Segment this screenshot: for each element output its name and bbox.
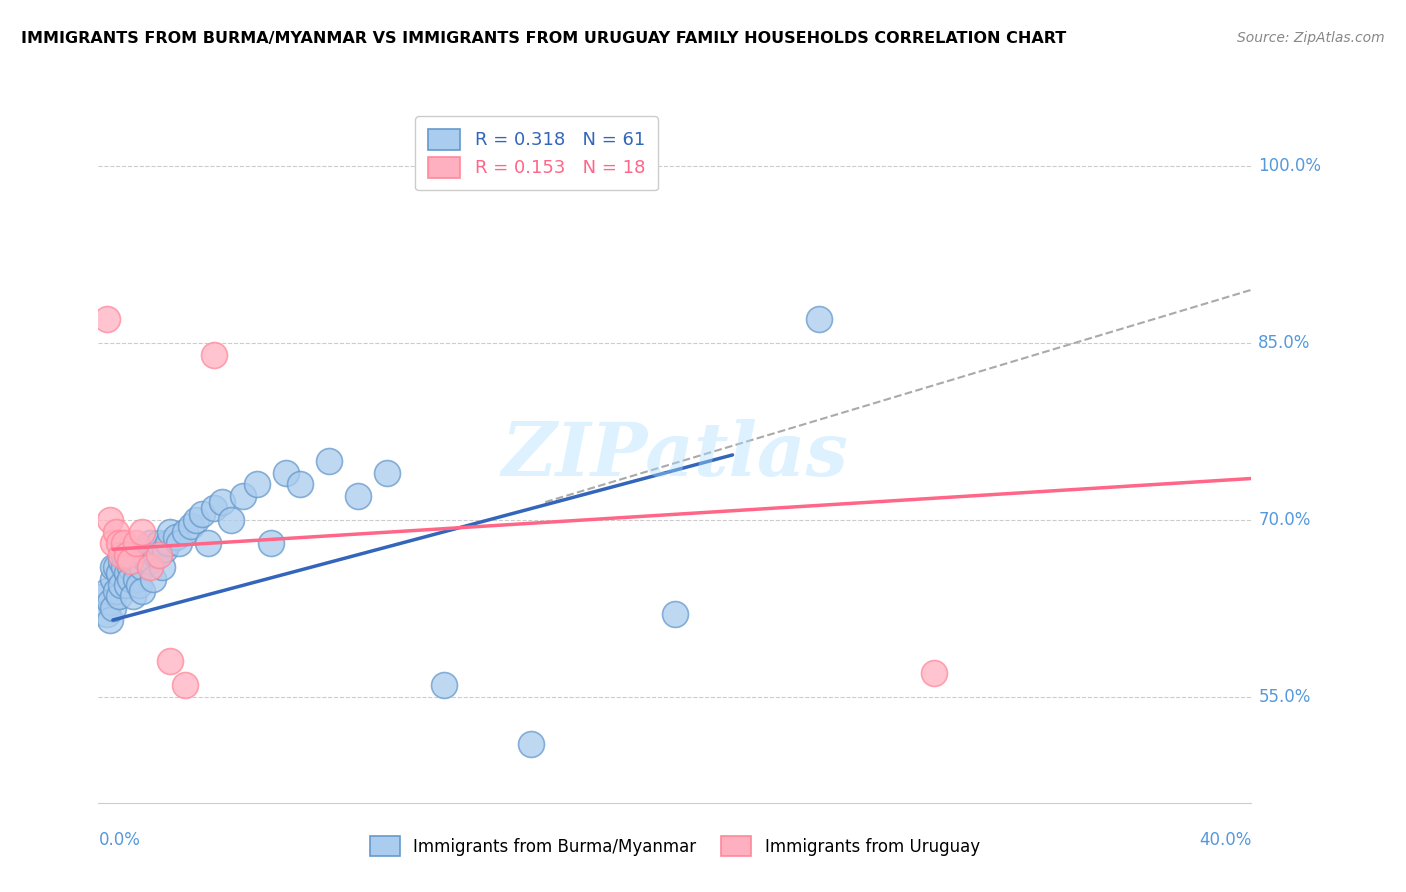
Text: 40.0%: 40.0% — [1199, 830, 1251, 848]
Point — [260, 536, 283, 550]
Point — [139, 554, 162, 568]
Point — [107, 536, 129, 550]
Point — [180, 518, 202, 533]
Point — [134, 548, 156, 562]
Text: 85.0%: 85.0% — [1258, 334, 1310, 351]
Point — [101, 572, 124, 586]
Text: 55.0%: 55.0% — [1258, 688, 1310, 706]
Point — [104, 560, 127, 574]
Point — [202, 500, 225, 515]
Point — [156, 536, 179, 550]
Point — [98, 595, 121, 609]
Point — [107, 566, 129, 580]
Point — [274, 466, 297, 480]
Point — [104, 524, 127, 539]
Point — [98, 513, 121, 527]
Point — [131, 583, 153, 598]
Point — [148, 536, 170, 550]
Point — [110, 577, 132, 591]
Point — [125, 572, 148, 586]
Point — [117, 566, 138, 580]
Point — [197, 536, 219, 550]
Point — [174, 678, 197, 692]
Text: Source: ZipAtlas.com: Source: ZipAtlas.com — [1237, 31, 1385, 45]
Point — [231, 489, 254, 503]
Point — [101, 601, 124, 615]
Text: ZIPatlas: ZIPatlas — [502, 418, 848, 491]
Text: IMMIGRANTS FROM BURMA/MYANMAR VS IMMIGRANTS FROM URUGUAY FAMILY HOUSEHOLDS CORRE: IMMIGRANTS FROM BURMA/MYANMAR VS IMMIGRA… — [21, 31, 1066, 46]
Point — [117, 577, 138, 591]
Point — [112, 536, 135, 550]
Point — [174, 524, 197, 539]
Point — [346, 489, 368, 503]
Point — [191, 507, 214, 521]
Point — [112, 548, 135, 562]
Point — [117, 548, 138, 562]
Point — [96, 583, 118, 598]
Point — [110, 554, 132, 568]
Point — [93, 590, 115, 604]
Point — [219, 513, 242, 527]
Point — [807, 312, 830, 326]
Text: 0.0%: 0.0% — [98, 830, 141, 848]
Point — [153, 542, 176, 557]
Point — [112, 560, 135, 574]
Point — [96, 312, 118, 326]
Point — [148, 548, 170, 562]
Point — [96, 607, 118, 621]
Point — [120, 560, 142, 574]
Point — [98, 613, 121, 627]
Point — [117, 548, 138, 562]
Point — [159, 524, 181, 539]
Point — [290, 477, 312, 491]
Point — [139, 536, 162, 550]
Point — [167, 536, 190, 550]
Point — [159, 654, 181, 668]
Point — [202, 348, 225, 362]
Point — [145, 548, 167, 562]
Point — [131, 560, 153, 574]
Point — [101, 560, 124, 574]
Point — [136, 554, 159, 568]
Point — [101, 536, 124, 550]
Point — [125, 536, 148, 550]
Point — [318, 454, 340, 468]
Point — [142, 572, 165, 586]
Point — [104, 583, 127, 598]
Point — [165, 531, 187, 545]
Point — [664, 607, 686, 621]
Point — [120, 572, 142, 586]
Legend: Immigrants from Burma/Myanmar, Immigrants from Uruguay: Immigrants from Burma/Myanmar, Immigrant… — [361, 828, 988, 864]
Point — [107, 590, 129, 604]
Point — [922, 666, 945, 681]
Point — [128, 577, 150, 591]
Point — [433, 678, 456, 692]
Point — [211, 495, 233, 509]
Point — [375, 466, 398, 480]
Point — [122, 590, 145, 604]
Text: 100.0%: 100.0% — [1258, 157, 1322, 175]
Text: 70.0%: 70.0% — [1258, 511, 1310, 529]
Point — [150, 560, 173, 574]
Point — [120, 554, 142, 568]
Point — [520, 737, 543, 751]
Point — [139, 560, 162, 574]
Point — [125, 560, 148, 574]
Point — [110, 548, 132, 562]
Point — [246, 477, 269, 491]
Point — [122, 554, 145, 568]
Point — [186, 513, 208, 527]
Point — [131, 524, 153, 539]
